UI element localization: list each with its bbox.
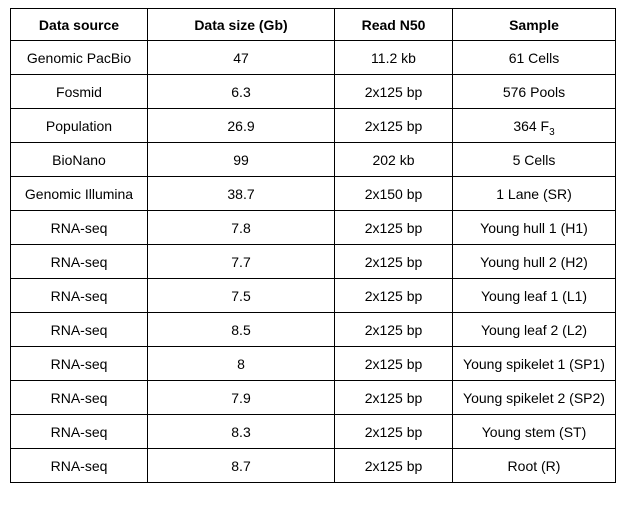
header-sample: Sample [452, 8, 616, 41]
n50-cell: 2x150 bp [334, 176, 453, 211]
n50-cell: 2x125 bp [334, 448, 453, 483]
sample-cell: Young hull 1 (H1) [452, 210, 616, 245]
source-cell: RNA-seq [10, 414, 148, 449]
source-cell: RNA-seq [10, 380, 148, 415]
n50-cell: 2x125 bp [334, 312, 453, 347]
size-cell: 7.9 [147, 380, 335, 415]
header-read-n50: Read N50 [334, 8, 453, 41]
source-cell: RNA-seq [10, 346, 148, 381]
sample-cell: Young leaf 1 (L1) [452, 278, 616, 313]
source-cell: BioNano [10, 142, 148, 177]
sample-cell: Young hull 2 (H2) [452, 244, 616, 279]
n50-cell: 11.2 kb [334, 40, 453, 75]
table-row: RNA-seq 8 2x125 bp Young spikelet 1 (SP1) [10, 346, 616, 381]
sample-cell: 1 Lane (SR) [452, 176, 616, 211]
size-cell: 99 [147, 142, 335, 177]
table-row: RNA-seq 7.7 2x125 bp Young hull 2 (H2) [10, 244, 616, 279]
sample-cell: 61 Cells [452, 40, 616, 75]
size-cell: 7.5 [147, 278, 335, 313]
table-row: RNA-seq 8.5 2x125 bp Young leaf 2 (L2) [10, 312, 616, 347]
source-cell: Genomic PacBio [10, 40, 148, 75]
sample-cell: Young stem (ST) [452, 414, 616, 449]
n50-cell: 2x125 bp [334, 244, 453, 279]
source-cell: RNA-seq [10, 278, 148, 313]
data-table: Data source Data size (Gb) Read N50 Samp… [10, 8, 616, 483]
table-body: Genomic PacBio 47 11.2 kb 61 Cells Fosmid 6.3… [10, 40, 616, 483]
n50-cell: 2x125 bp [334, 108, 453, 143]
size-cell: 38.7 [147, 176, 335, 211]
table-row: BioNano 99 202 kb 5 Cells [10, 142, 616, 177]
n50-cell: 2x125 bp [334, 346, 453, 381]
table-row: RNA-seq 8.3 2x125 bp Young stem (ST) [10, 414, 616, 449]
n50-cell: 2x125 bp [334, 278, 453, 313]
size-cell: 8.7 [147, 448, 335, 483]
sample-cell: Young spikelet 2 (SP2) [452, 380, 616, 415]
source-cell: RNA-seq [10, 210, 148, 245]
subscript: 3 [549, 126, 555, 138]
header-data-size: Data size (Gb) [147, 8, 335, 41]
table-row: Genomic PacBio 47 11.2 kb 61 Cells [10, 40, 616, 75]
source-cell: Fosmid [10, 74, 148, 109]
n50-cell: 202 kb [334, 142, 453, 177]
sample-cell: Young leaf 2 (L2) [452, 312, 616, 347]
sample-cell: Root (R) [452, 448, 616, 483]
sample-cell: 364 F3 [452, 108, 616, 143]
source-cell: RNA-seq [10, 244, 148, 279]
source-cell: Population [10, 108, 148, 143]
table-row: Population 26.9 2x125 bp 364 F3 [10, 108, 616, 143]
size-cell: 8.5 [147, 312, 335, 347]
size-cell: 8 [147, 346, 335, 381]
table-row: RNA-seq 8.7 2x125 bp Root (R) [10, 448, 616, 483]
size-cell: 8.3 [147, 414, 335, 449]
table-row: Fosmid 6.3 2x125 bp 576 Pools [10, 74, 616, 109]
size-cell: 7.7 [147, 244, 335, 279]
sample-cell: Young spikelet 1 (SP1) [452, 346, 616, 381]
source-cell: RNA-seq [10, 312, 148, 347]
size-cell: 7.8 [147, 210, 335, 245]
size-cell: 26.9 [147, 108, 335, 143]
table-row: RNA-seq 7.5 2x125 bp Young leaf 1 (L1) [10, 278, 616, 313]
source-cell: RNA-seq [10, 448, 148, 483]
table-row: RNA-seq 7.8 2x125 bp Young hull 1 (H1) [10, 210, 616, 245]
size-cell: 47 [147, 40, 335, 75]
n50-cell: 2x125 bp [334, 380, 453, 415]
n50-cell: 2x125 bp [334, 414, 453, 449]
source-cell: Genomic Illumina [10, 176, 148, 211]
n50-cell: 2x125 bp [334, 210, 453, 245]
table-row: RNA-seq 7.9 2x125 bp Young spikelet 2 (SP2) [10, 380, 616, 415]
table-row: Genomic Illumina 38.7 2x150 bp 1 Lane (SR) [10, 176, 616, 211]
sample-cell: 576 Pools [452, 74, 616, 109]
header-row: Data source Data size (Gb) Read N50 Samp… [10, 8, 616, 41]
n50-cell: 2x125 bp [334, 74, 453, 109]
sample-cell: 5 Cells [452, 142, 616, 177]
size-cell: 6.3 [147, 74, 335, 109]
header-data-source: Data source [10, 8, 148, 41]
